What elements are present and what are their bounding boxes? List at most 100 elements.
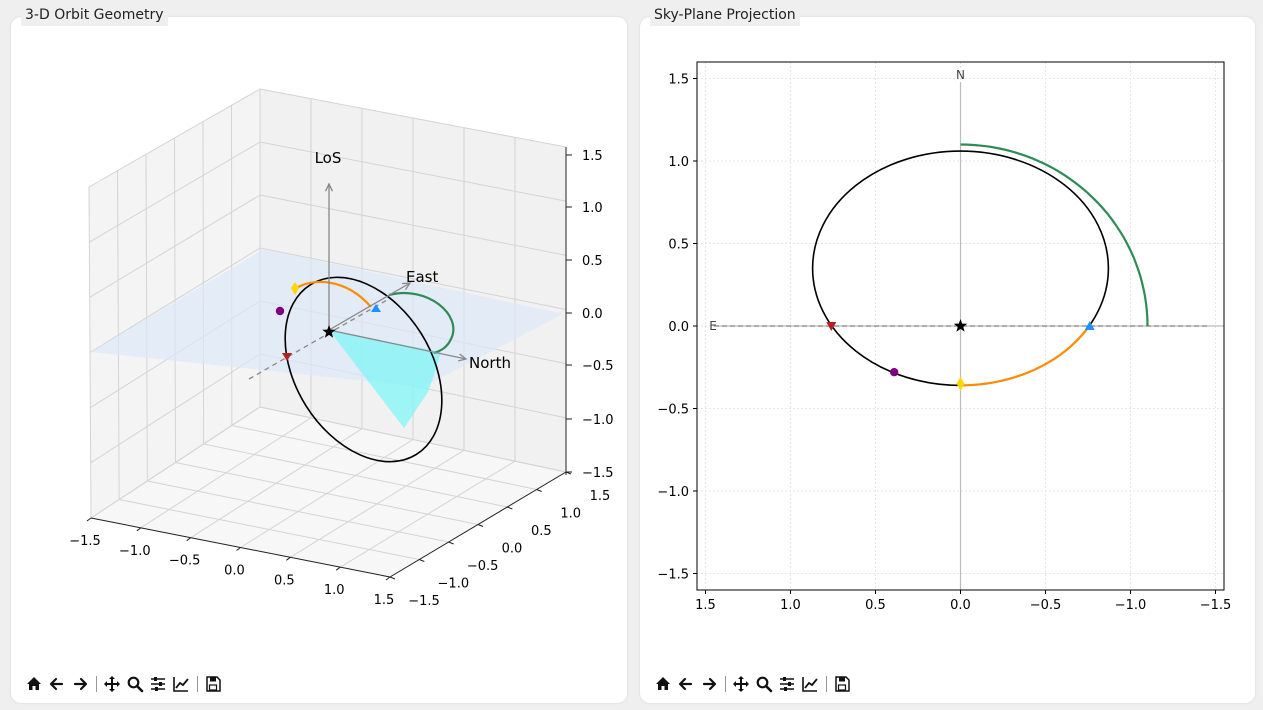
green-arc xyxy=(960,143,1149,327)
ascending-node-marker xyxy=(1084,321,1095,330)
y-tick-label: −0.5 xyxy=(657,403,689,418)
axes-edit-button[interactable] xyxy=(799,673,821,695)
toolbar-separator xyxy=(197,676,198,692)
descending-node-marker xyxy=(826,322,837,331)
periastron-marker xyxy=(291,282,299,295)
x-tick-label: 1.5 xyxy=(695,598,716,613)
forward-icon xyxy=(702,677,717,691)
save-icon xyxy=(206,676,221,692)
toolbar-right xyxy=(652,673,854,695)
toolbar-separator xyxy=(826,676,827,692)
configure-button[interactable] xyxy=(147,673,169,695)
orange-arc xyxy=(960,325,1091,387)
toolbar-separator xyxy=(725,676,726,692)
home-icon xyxy=(656,677,670,690)
back-icon xyxy=(678,677,693,691)
zoom-icon xyxy=(756,676,773,693)
x-tick-label: 1.0 xyxy=(780,598,801,613)
toolbar-separator xyxy=(96,676,97,692)
orbit-ellipse xyxy=(284,276,443,463)
axes-edit-icon xyxy=(802,677,818,692)
back-button[interactable] xyxy=(46,673,68,695)
pan-icon xyxy=(104,676,120,692)
north-label: North xyxy=(469,354,511,372)
forward-button[interactable] xyxy=(69,673,91,695)
north-arrow xyxy=(328,329,467,360)
home-icon xyxy=(27,677,41,690)
y-tick-label: 0.5 xyxy=(531,524,552,539)
back-button[interactable] xyxy=(675,673,697,695)
x-tick-label: −1.0 xyxy=(119,544,151,559)
x-tick-label: −0.5 xyxy=(169,554,201,569)
forward-button[interactable] xyxy=(698,673,720,695)
y-tick-label: 1.5 xyxy=(590,489,611,504)
panel-3d-orbit: 3-D Orbit Geometry LoS East North −1.5 −1.0… xyxy=(11,6,627,703)
zoom-button[interactable] xyxy=(753,673,775,695)
z-tick-label: −1.0 xyxy=(582,413,614,428)
x-tick-label: −0.5 xyxy=(1030,598,1062,613)
save-button[interactable] xyxy=(831,673,853,695)
y-tick-label: 1.0 xyxy=(560,507,581,522)
y-tick-label: −1.0 xyxy=(438,577,470,592)
x-tick-label: 1.5 xyxy=(374,593,395,608)
y-tick-label: −1.5 xyxy=(408,594,440,609)
compass-north-label: N xyxy=(956,68,965,82)
z-tick-label: −1.5 xyxy=(582,466,614,481)
east-arrow xyxy=(328,282,411,331)
panel-sky-plane: Sky-Plane Projection N E 1.5 1.0 0.5 0.0 −0.5 −… xyxy=(640,6,1255,703)
x-tick-label: 1.0 xyxy=(324,583,345,598)
y-tick-label: −1.5 xyxy=(657,568,689,583)
z-tick-label: −0.5 xyxy=(582,359,614,374)
current-position-marker xyxy=(275,306,285,316)
y-tick-label: 0.5 xyxy=(668,238,689,253)
z-tick-label: 0.0 xyxy=(582,307,603,322)
z-tick-label: 1.5 xyxy=(582,149,603,164)
y-tick-label: 0.0 xyxy=(668,320,689,335)
star-marker xyxy=(953,319,968,332)
pan-button[interactable] xyxy=(730,673,752,695)
y-tick-label: −0.5 xyxy=(467,559,499,574)
pan-icon xyxy=(733,676,749,692)
x-tick-label: −1.0 xyxy=(1115,598,1147,613)
los-label: LoS xyxy=(315,149,342,167)
ascending-node-marker xyxy=(371,304,381,312)
x-tick-label: −1.5 xyxy=(69,534,101,549)
chart-sky-plane[interactable]: N E 1.5 1.0 0.5 0.0 −0.5 −1.0 −1.5 1.5 1.0 0.5 0.0 −0… xyxy=(640,17,1255,667)
sky-plane xyxy=(91,249,563,387)
x-tick-label: −1.5 xyxy=(1200,598,1232,613)
configure-button[interactable] xyxy=(776,673,798,695)
pan-button[interactable] xyxy=(101,673,123,695)
panel-title-sky: Sky-Plane Projection xyxy=(650,6,800,26)
star-marker xyxy=(322,325,336,338)
y-tick-label: 1.5 xyxy=(668,73,689,88)
back-icon xyxy=(49,677,64,691)
axes-edit-icon xyxy=(173,677,189,692)
inclination-wedge xyxy=(329,330,441,428)
periastron-marker xyxy=(956,376,965,391)
save-button[interactable] xyxy=(202,673,224,695)
x-tick-label: 0.5 xyxy=(274,573,295,588)
configure-icon xyxy=(151,677,165,691)
compass-east-label: E xyxy=(709,319,717,333)
east-label: East xyxy=(406,268,438,286)
y-tick-label: −1.0 xyxy=(657,485,689,500)
z-tick-label: 1.0 xyxy=(582,201,603,216)
axes-edit-button[interactable] xyxy=(170,673,192,695)
green-arc xyxy=(388,292,455,355)
y-tick-label: 1.0 xyxy=(668,155,689,170)
zoom-button[interactable] xyxy=(124,673,146,695)
y-tick-label: 0.0 xyxy=(502,542,523,557)
toolbar-left xyxy=(23,673,225,695)
x-tick-label: 0.0 xyxy=(950,598,971,613)
save-icon xyxy=(835,676,850,692)
configure-icon xyxy=(780,677,794,691)
home-button[interactable] xyxy=(652,673,674,695)
descending-node-marker xyxy=(282,353,292,361)
zoom-icon xyxy=(127,676,144,693)
home-button[interactable] xyxy=(23,673,45,695)
panel-title-3d: 3-D Orbit Geometry xyxy=(21,6,168,26)
x-tick-label: 0.0 xyxy=(224,564,245,579)
z-tick-label: 0.5 xyxy=(582,254,603,269)
x-tick-label: 0.5 xyxy=(865,598,886,613)
